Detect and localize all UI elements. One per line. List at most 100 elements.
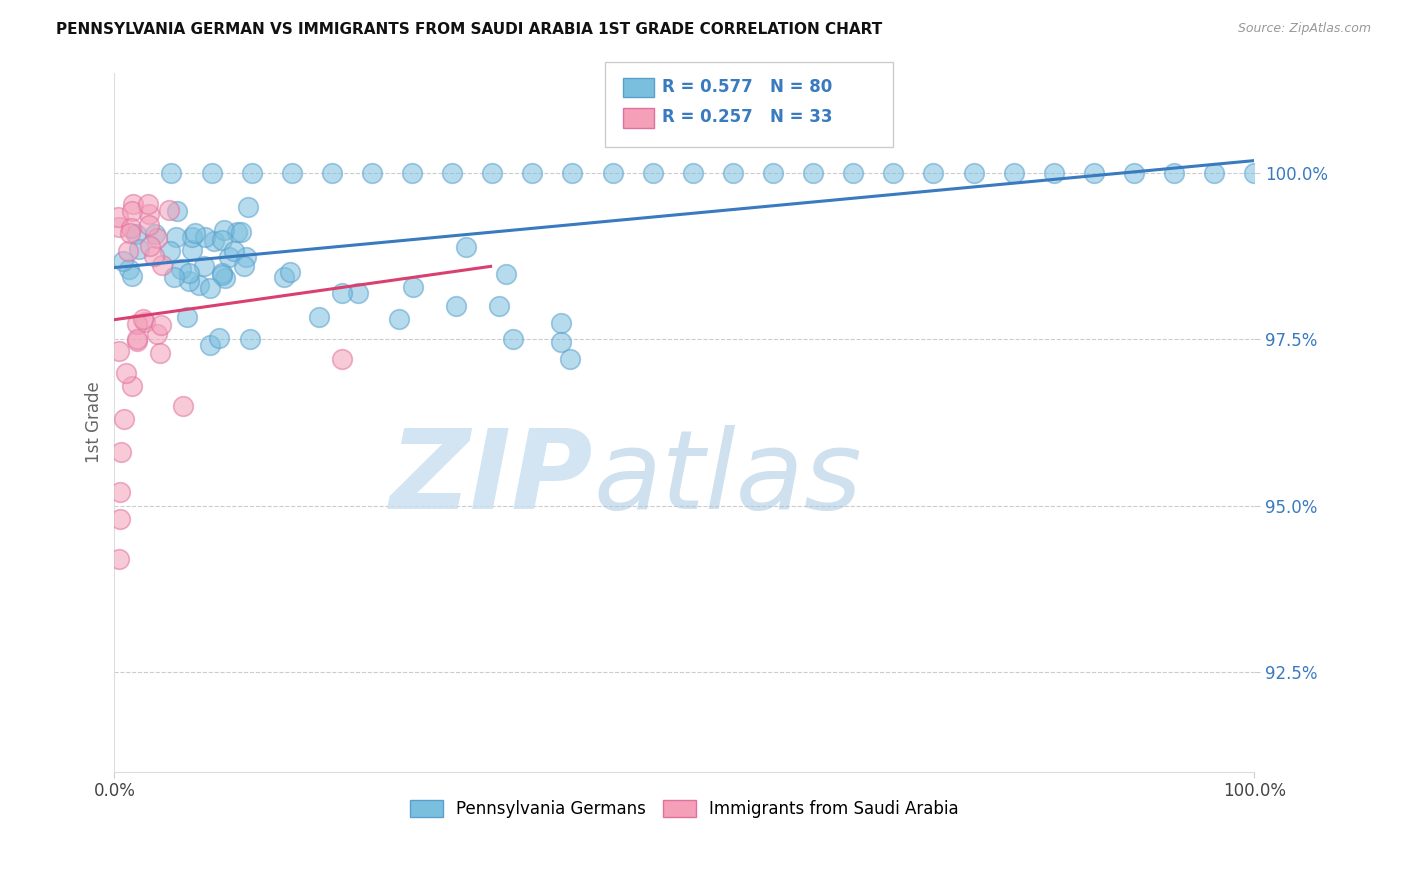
Point xyxy=(321,166,343,180)
Point xyxy=(1042,166,1064,180)
Point xyxy=(495,267,517,281)
Point xyxy=(108,552,131,566)
Point xyxy=(347,286,370,301)
Point xyxy=(132,312,155,326)
Point xyxy=(163,270,186,285)
Point xyxy=(238,200,260,214)
Point xyxy=(214,270,236,285)
Point xyxy=(682,166,704,180)
Point xyxy=(172,399,194,413)
Point xyxy=(641,166,664,180)
Text: atlas: atlas xyxy=(593,425,862,532)
Point xyxy=(1163,166,1185,180)
Point xyxy=(1243,166,1265,180)
Point xyxy=(401,166,423,180)
Point xyxy=(332,352,354,367)
Point xyxy=(239,332,262,346)
Point xyxy=(143,227,166,241)
Point xyxy=(202,234,225,248)
Point xyxy=(278,264,301,278)
Point xyxy=(127,332,149,346)
Point xyxy=(550,316,572,330)
Point xyxy=(882,166,904,180)
Point xyxy=(118,262,141,277)
Point xyxy=(169,262,191,277)
Point xyxy=(114,366,136,380)
Point xyxy=(211,268,233,282)
Text: PENNSYLVANIA GERMAN VS IMMIGRANTS FROM SAUDI ARABIA 1ST GRADE CORRELATION CHART: PENNSYLVANIA GERMAN VS IMMIGRANTS FROM S… xyxy=(56,22,883,37)
Point xyxy=(208,331,231,345)
Text: ZIP: ZIP xyxy=(389,425,593,532)
Point xyxy=(721,166,744,180)
Point xyxy=(561,166,583,180)
Point xyxy=(124,227,146,241)
Point xyxy=(176,310,198,324)
Point xyxy=(194,229,217,244)
Point xyxy=(183,226,205,240)
Point xyxy=(121,203,143,218)
Point xyxy=(1083,166,1105,180)
Point xyxy=(1204,166,1226,180)
Point xyxy=(332,285,354,300)
Point xyxy=(146,326,169,341)
Point xyxy=(200,166,222,180)
Point xyxy=(522,166,544,180)
Point xyxy=(107,210,129,224)
Point xyxy=(149,318,172,332)
Point xyxy=(198,281,221,295)
Point xyxy=(273,270,295,285)
Point xyxy=(121,379,143,393)
Point xyxy=(138,239,160,253)
Point xyxy=(160,166,183,180)
Point xyxy=(502,332,524,346)
Point xyxy=(231,226,253,240)
Point xyxy=(211,234,233,248)
Point xyxy=(122,197,145,211)
Point xyxy=(138,196,160,211)
Point xyxy=(134,315,156,329)
Point xyxy=(226,225,249,239)
Point xyxy=(446,299,468,313)
Point xyxy=(149,345,172,359)
Point xyxy=(602,166,624,180)
Point xyxy=(165,230,187,244)
Point xyxy=(146,231,169,245)
Point xyxy=(127,334,149,349)
Y-axis label: 1st Grade: 1st Grade xyxy=(86,382,103,463)
Point xyxy=(112,412,135,426)
Point xyxy=(212,223,235,237)
Point xyxy=(181,243,204,257)
Text: R = 0.577   N = 80: R = 0.577 N = 80 xyxy=(662,78,832,95)
Point xyxy=(157,203,180,218)
Point xyxy=(235,250,257,264)
Point xyxy=(211,266,233,280)
Point xyxy=(402,280,425,294)
Point xyxy=(166,203,188,218)
Point xyxy=(108,512,131,526)
Text: R = 0.257   N = 33: R = 0.257 N = 33 xyxy=(662,108,832,126)
Text: Source: ZipAtlas.com: Source: ZipAtlas.com xyxy=(1237,22,1371,36)
Point xyxy=(138,218,160,232)
Point xyxy=(108,344,131,359)
Point xyxy=(280,166,302,180)
Point xyxy=(218,250,240,264)
Point xyxy=(150,258,173,272)
Point xyxy=(143,249,166,263)
Point xyxy=(481,166,503,180)
Point xyxy=(138,207,160,221)
Point xyxy=(110,445,132,459)
Point xyxy=(179,274,201,288)
Point xyxy=(388,312,411,326)
Point xyxy=(224,244,246,258)
Point xyxy=(842,166,865,180)
Point xyxy=(125,317,148,331)
Point xyxy=(111,253,134,268)
Point xyxy=(550,334,572,349)
Point xyxy=(233,260,256,274)
Point xyxy=(159,244,181,258)
Point xyxy=(1123,166,1146,180)
Legend: Pennsylvania Germans, Immigrants from Saudi Arabia: Pennsylvania Germans, Immigrants from Sa… xyxy=(404,793,966,824)
Point xyxy=(801,166,824,180)
Point xyxy=(193,259,215,273)
Point xyxy=(177,266,200,280)
